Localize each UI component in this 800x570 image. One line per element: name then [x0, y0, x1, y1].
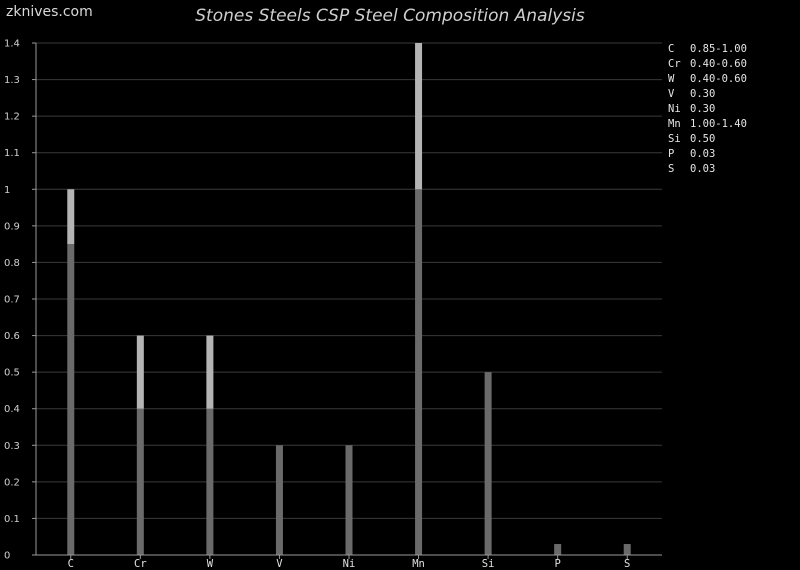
y-tick-label: 0.8	[4, 258, 20, 269]
legend-symbol: Mn	[668, 118, 681, 130]
y-tick-label: 0.1	[4, 514, 20, 525]
y-tick-label: 0.2	[4, 477, 20, 488]
bar-min-c	[67, 244, 75, 555]
y-tick-label: 0	[4, 551, 10, 562]
x-tick-label-v: V	[276, 558, 283, 570]
bar-min-si	[484, 372, 492, 555]
x-tick-label-mn: Mn	[412, 558, 425, 570]
x-tick-label-s: S	[624, 558, 630, 570]
y-tick-label: 1.3	[4, 75, 20, 86]
legend-symbol: W	[668, 73, 675, 85]
legend-symbol: P	[668, 148, 675, 160]
bar-min-w	[206, 408, 214, 555]
x-tick-label-ni: Ni	[343, 558, 356, 570]
legend-item-mn: Mn 1.00-1.40	[668, 117, 747, 132]
x-tick-label-si: Si	[482, 558, 495, 570]
legend-item-p: P 0.03	[668, 147, 747, 162]
legend: C 0.85-1.00 Cr 0.40-0.60 W 0.40-0.60 V 0.30 Ni 0.…	[668, 42, 747, 177]
legend-value: 0.50	[690, 133, 716, 145]
legend-symbol: Ni	[668, 103, 681, 115]
legend-value: 0.40-0.60	[690, 58, 747, 70]
legend-item-cr: Cr 0.40-0.60	[668, 57, 747, 72]
y-tick-label: 0.7	[4, 295, 20, 306]
y-tick-label: 0.6	[4, 331, 20, 342]
bar-range-cr	[136, 335, 144, 409]
y-tick-label: 0.4	[4, 404, 20, 415]
legend-value: 0.03	[690, 163, 716, 175]
y-tick-label: 0.9	[4, 221, 20, 232]
legend-item-v: V 0.30	[668, 87, 747, 102]
y-tick-label: 1.1	[4, 148, 20, 159]
chart-title: Stones Steels CSP Steel Composition Anal…	[195, 6, 585, 26]
x-tick-label-w: W	[207, 558, 214, 570]
bar-range-mn	[415, 43, 423, 190]
legend-symbol: Cr	[668, 58, 681, 70]
axes	[35, 43, 662, 559]
y-tick-label: 1.4	[4, 39, 20, 50]
bar-min-s	[623, 544, 631, 555]
legend-value: 0.40-0.60	[690, 73, 747, 85]
y-tick-label: 1	[4, 185, 10, 196]
y-tick-label: 0.5	[4, 368, 20, 379]
legend-item-w: W 0.40-0.60	[668, 72, 747, 87]
legend-item-c: C 0.85-1.00	[668, 42, 747, 57]
bar-range-c	[67, 189, 75, 245]
bar-range-w	[206, 335, 214, 409]
bar-min-ni	[345, 445, 353, 555]
bar-min-mn	[415, 189, 423, 556]
legend-value: 0.30	[690, 103, 716, 115]
x-tick-label-cr: Cr	[134, 558, 147, 570]
legend-value: 0.85-1.00	[690, 43, 747, 55]
legend-value: 1.00-1.40	[690, 118, 747, 130]
y-tick-labels: 0 0.1 0.2 0.3 0.4 0.5 0.6 0.7 0.8 0.9 1 1.1 1.2 1.3 1.…	[4, 39, 20, 562]
legend-value: 0.30	[690, 88, 716, 100]
legend-symbol: V	[668, 88, 675, 100]
y-tick-label: 0.3	[4, 441, 20, 452]
legend-symbol: Si	[668, 133, 681, 145]
bar-min-cr	[136, 408, 144, 555]
y-tick-label: 1.2	[4, 112, 20, 123]
legend-value: 0.03	[690, 148, 716, 160]
legend-symbol: C	[668, 43, 675, 55]
x-tick-label-c: C	[68, 558, 74, 570]
legend-item-s: S 0.03	[668, 162, 747, 177]
bar-min-v	[275, 445, 283, 555]
x-tick-label-p: P	[555, 558, 561, 570]
x-tick-labels: C Cr W V Ni Mn Si P S	[68, 558, 631, 570]
legend-symbol: S	[668, 163, 675, 175]
bars	[67, 43, 631, 556]
legend-item-ni: Ni 0.30	[668, 102, 747, 117]
legend-item-si: Si 0.50	[668, 132, 747, 147]
watermark: zknives.com	[6, 4, 93, 20]
bar-min-p	[554, 544, 562, 555]
